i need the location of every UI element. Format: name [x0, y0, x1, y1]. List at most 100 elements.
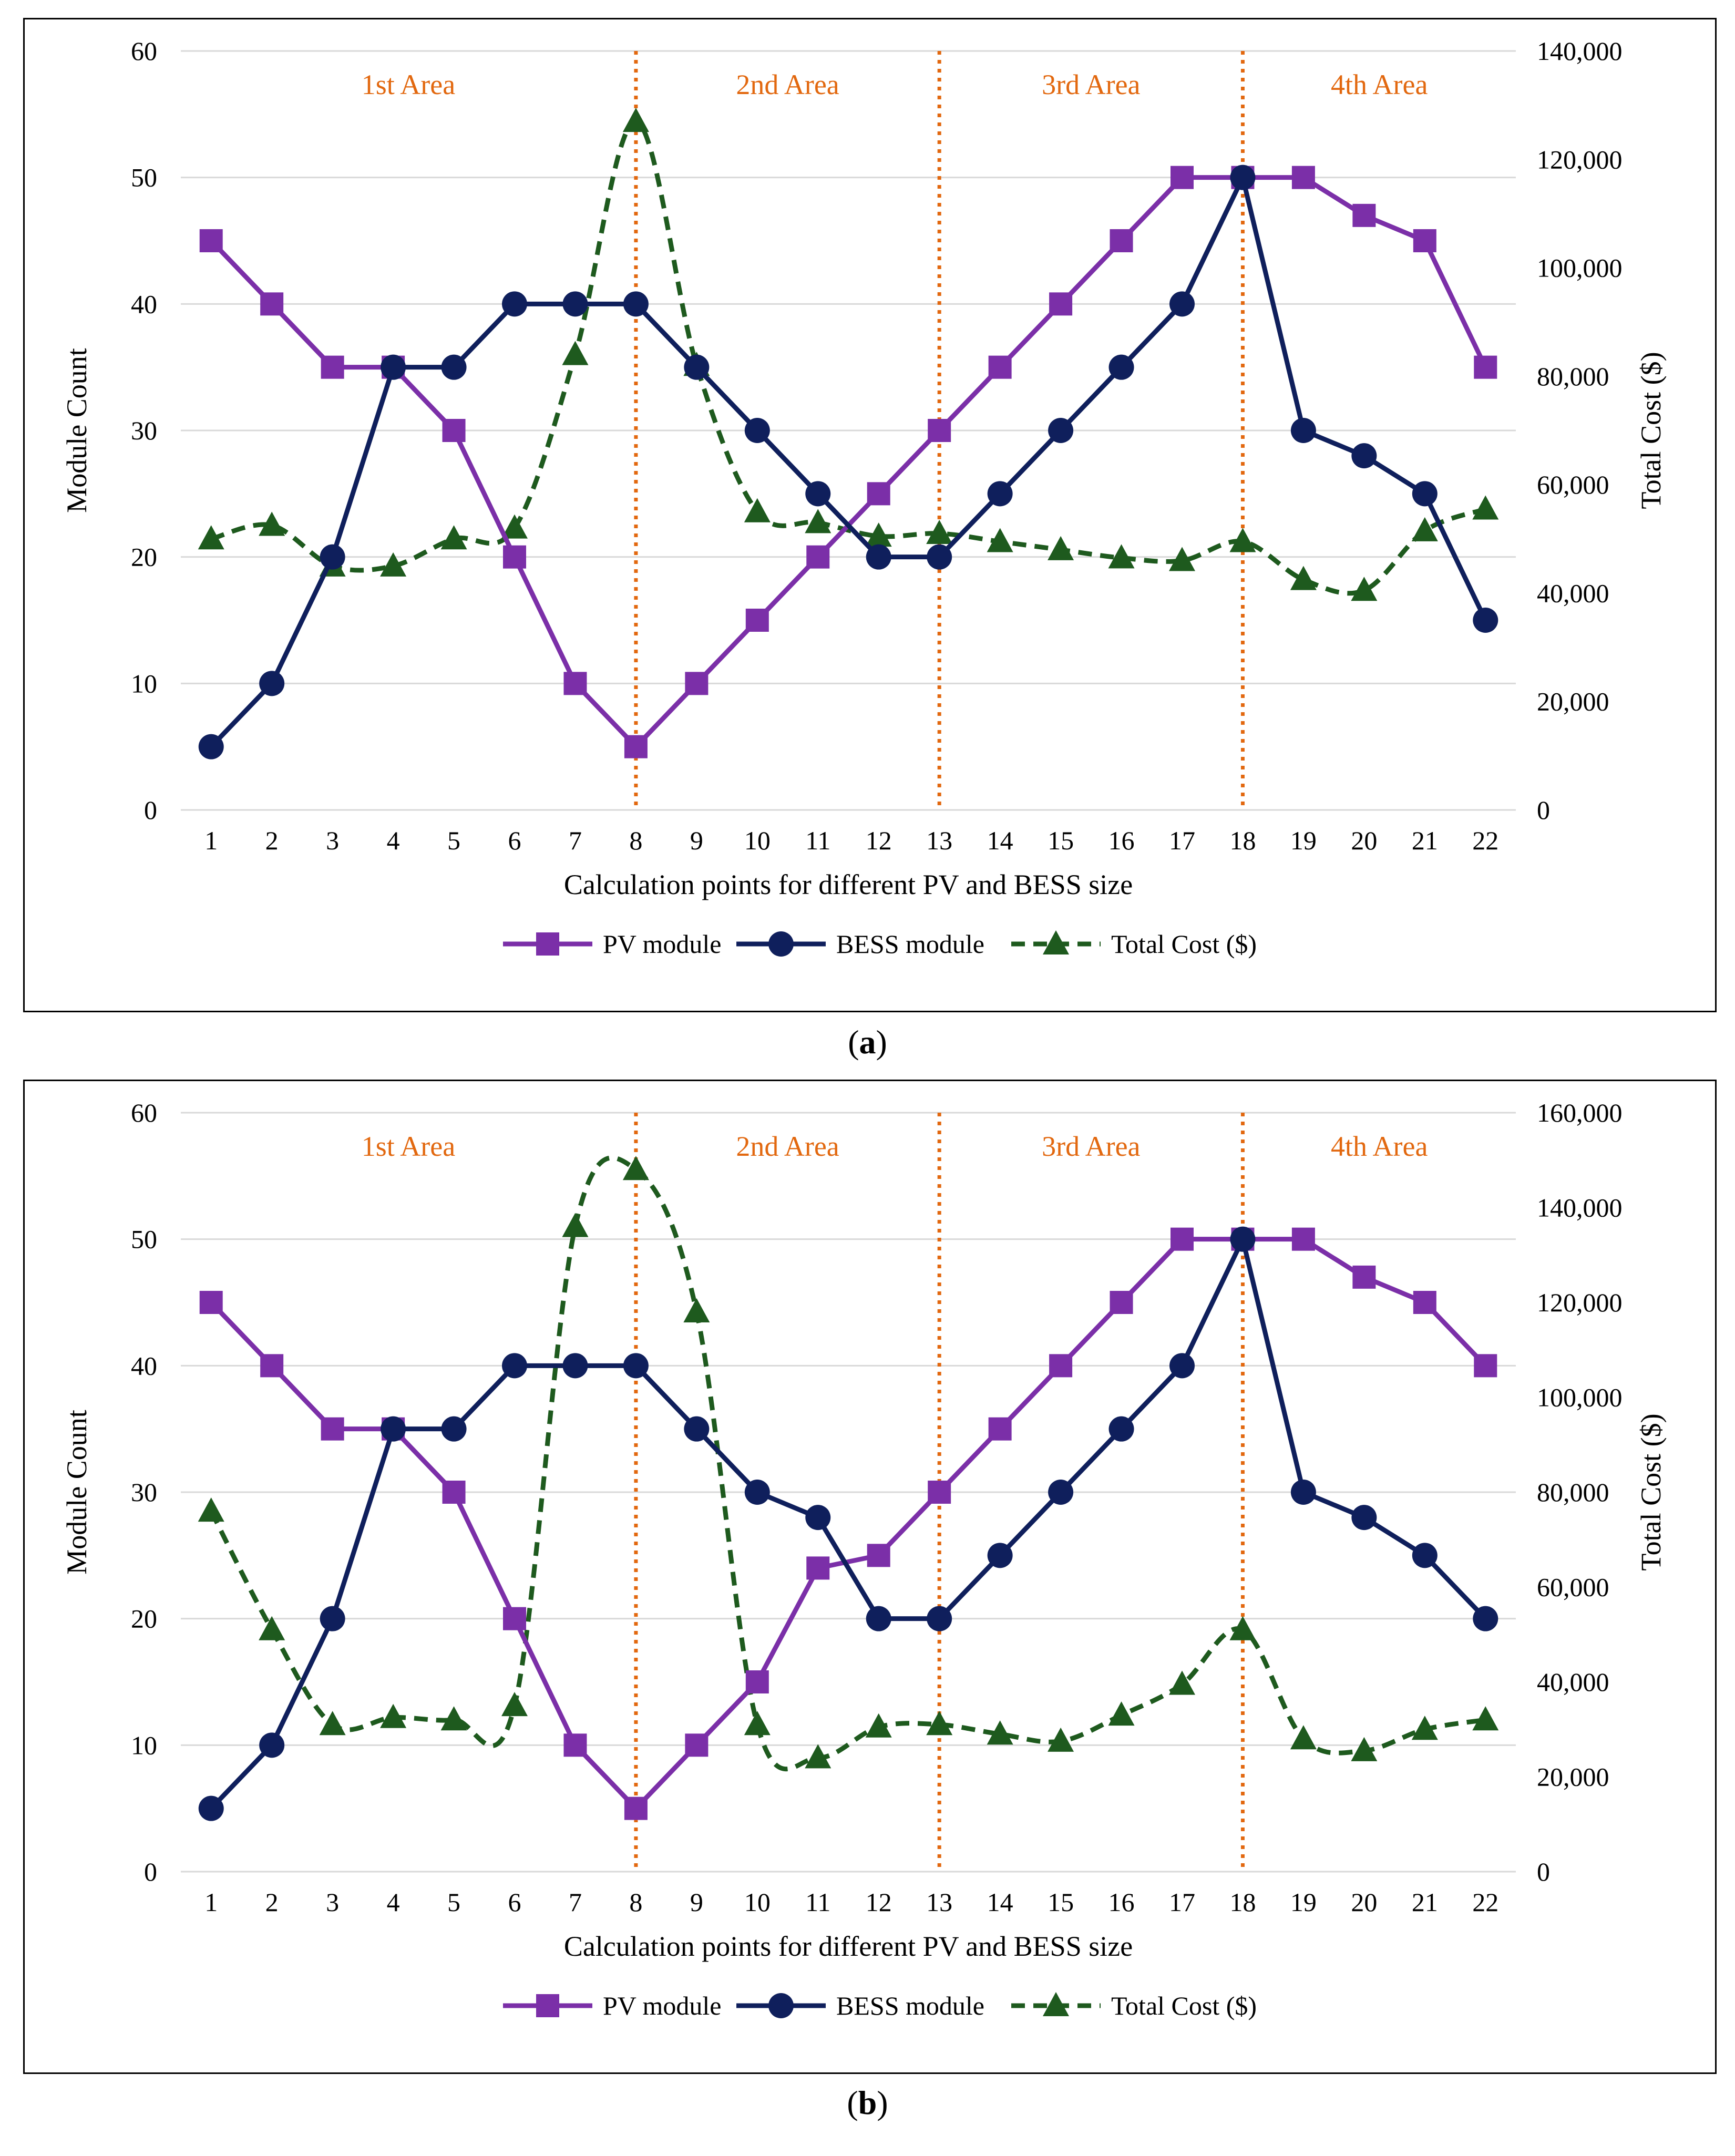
- x-axis-tick-label: 17: [1169, 826, 1195, 855]
- data-point-marker: [1290, 418, 1316, 443]
- x-axis-tick-label: 15: [1048, 1887, 1074, 1917]
- right-axis-tick-label: 160,000: [1537, 1098, 1623, 1127]
- left-axis-tick-label: 20: [131, 542, 157, 572]
- data-point-marker: [1229, 1616, 1256, 1640]
- data-point-marker: [1048, 536, 1074, 560]
- x-axis-tick-label: 12: [866, 826, 892, 855]
- data-point-marker: [441, 354, 467, 380]
- data-point-marker: [501, 1692, 528, 1717]
- left-axis-tick-label: 40: [131, 1351, 157, 1380]
- data-point-marker: [199, 1291, 223, 1314]
- data-point-marker: [867, 482, 890, 506]
- data-point-marker: [259, 1732, 285, 1758]
- legend-marker: [1043, 1992, 1069, 2016]
- x-axis-tick-label: 10: [744, 1887, 771, 1917]
- data-point-marker: [321, 355, 344, 379]
- data-point-marker: [562, 341, 589, 365]
- area-label: 2nd Area: [736, 1131, 839, 1162]
- right-axis-tick-label: 80,000: [1537, 362, 1609, 391]
- data-point-marker: [1169, 1353, 1195, 1379]
- left-axis-title: Module Count: [61, 348, 93, 513]
- right-axis-title: Total Cost ($): [1635, 1413, 1667, 1570]
- data-point-marker: [1352, 1265, 1376, 1289]
- left-axis-tick-label: 30: [131, 416, 157, 445]
- x-axis-tick-label: 1: [204, 1887, 218, 1917]
- data-point-marker: [805, 509, 831, 533]
- module-series-line: [209, 1237, 1487, 1810]
- legend-marker: [768, 931, 794, 957]
- legend: PV module BESS module Total Cost ($): [503, 929, 1257, 959]
- data-point-marker: [805, 1744, 831, 1769]
- x-axis-tick-label: 19: [1290, 826, 1317, 855]
- x-axis-tick-label: 20: [1351, 1887, 1377, 1917]
- data-point-marker: [745, 1670, 769, 1693]
- data-point-marker: [1230, 1226, 1256, 1252]
- data-point-marker: [198, 1795, 224, 1821]
- data-point-marker: [1351, 1505, 1377, 1531]
- x-axis-tick-label: 22: [1472, 826, 1498, 855]
- data-point-marker: [624, 1796, 648, 1820]
- data-point-marker: [1472, 495, 1499, 520]
- data-point-marker: [1411, 1716, 1438, 1740]
- legend-label: PV module: [603, 1991, 722, 2020]
- right-axis-tick-label: 60,000: [1537, 1573, 1609, 1602]
- data-point-marker: [1412, 481, 1438, 507]
- data-point-marker: [744, 418, 770, 443]
- legend-item: BESS module: [736, 929, 984, 959]
- series-bess-module: [198, 165, 1498, 759]
- data-point-marker: [1110, 229, 1133, 252]
- legend-marker: [768, 1993, 794, 2018]
- x-axis-title: Calculation points for different PV and …: [564, 869, 1133, 900]
- data-point-marker: [320, 1606, 345, 1631]
- right-axis-tick-label: 120,000: [1537, 1288, 1623, 1317]
- x-axis-tick-label: 5: [447, 1887, 460, 1917]
- legend-item: Total Cost ($): [1011, 929, 1257, 959]
- legend-item: Total Cost ($): [1011, 1991, 1257, 2020]
- left-axis-tick-label: 30: [131, 1477, 157, 1507]
- data-point-marker: [259, 671, 285, 696]
- data-point-marker: [502, 291, 527, 317]
- data-point-marker: [441, 1416, 467, 1442]
- data-point-marker: [623, 291, 649, 317]
- data-point-marker: [1290, 1725, 1317, 1750]
- x-axis-tick-label: 18: [1229, 1887, 1256, 1917]
- legend-label: BESS module: [836, 1991, 984, 2020]
- panel-label-a: (a): [848, 1023, 887, 1061]
- data-point-marker: [260, 1354, 284, 1378]
- x-axis-tick-label: 7: [569, 1887, 582, 1917]
- data-point-marker: [1049, 1354, 1073, 1378]
- data-point-marker: [442, 1481, 466, 1504]
- x-axis-tick-label: 4: [387, 1887, 400, 1917]
- data-point-marker: [259, 1616, 285, 1640]
- chart-panel-a: 0 10 20 30 40 50 60 0 20,000 40,000 60,000 80,000 10…: [23, 18, 1717, 1012]
- data-point-marker: [865, 522, 892, 547]
- x-axis-tick-label: 16: [1108, 1887, 1135, 1917]
- data-point-marker: [622, 1156, 649, 1180]
- left-axis-tick-label: 10: [131, 1730, 157, 1760]
- data-point-marker: [865, 1713, 892, 1738]
- data-point-marker: [988, 355, 1012, 379]
- x-axis-tick-label: 9: [690, 826, 703, 855]
- data-point-marker: [1474, 355, 1497, 379]
- x-axis-tick-label: 15: [1048, 826, 1074, 855]
- x-axis-tick-label: 4: [387, 826, 400, 855]
- x-axis-tick-label: 20: [1351, 826, 1377, 855]
- legend-item: PV module: [503, 929, 722, 959]
- data-point-marker: [198, 734, 224, 759]
- data-point-marker: [1473, 608, 1498, 633]
- left-axis-tick-label: 40: [131, 289, 157, 319]
- data-point-marker: [1171, 1227, 1194, 1251]
- data-point-marker: [562, 291, 588, 317]
- data-point-marker: [1351, 443, 1377, 469]
- area-label: 1st Area: [362, 69, 455, 100]
- x-axis-tick-label: 8: [629, 1887, 642, 1917]
- data-point-marker: [927, 544, 952, 570]
- x-axis-tick-label: 11: [805, 1887, 830, 1917]
- x-axis-tick-label: 13: [926, 1887, 952, 1917]
- module-series-line: [209, 1237, 1487, 1811]
- data-point-marker: [1049, 292, 1073, 316]
- legend-label: Total Cost ($): [1111, 1991, 1257, 2020]
- x-axis-tick-label: 22: [1472, 1887, 1498, 1917]
- chart-panel-b: 0 10 20 30 40 50 60 0 20,000 40,000 60,000 80,000 10…: [23, 1080, 1717, 2074]
- data-point-marker: [380, 552, 407, 577]
